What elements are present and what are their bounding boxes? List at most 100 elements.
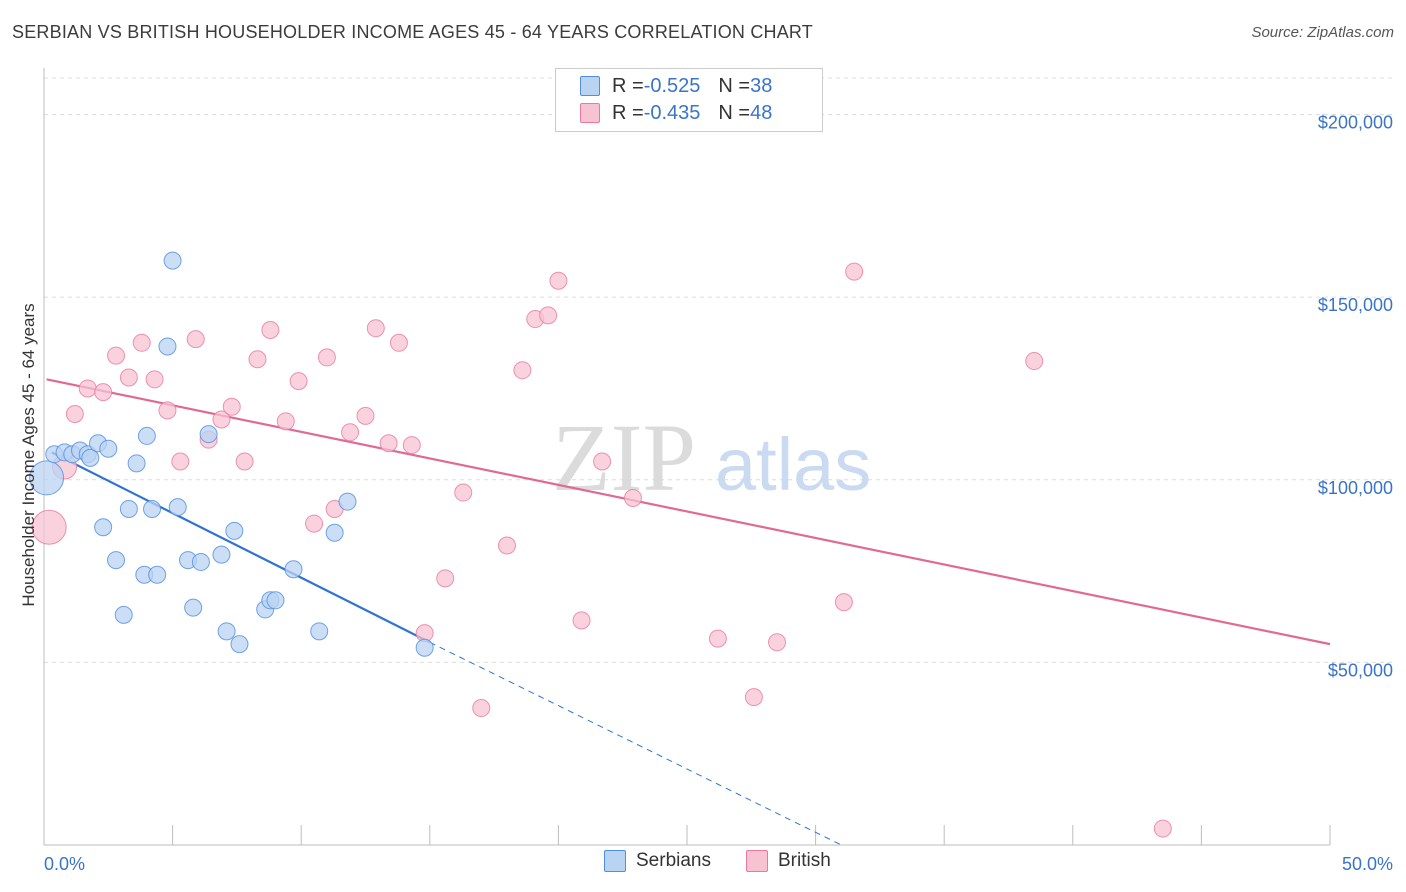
legend-r-label: R = [612,101,644,124]
legend-n-value: 48 [750,101,773,124]
legend-label-british: British [778,850,831,871]
point-british [78,379,97,398]
point-british [261,321,280,340]
point-serbians [415,638,434,657]
point-serbians [119,499,138,518]
legend-r-value: -0.525 [643,74,701,97]
point-serbians [310,622,329,641]
trend-extension-serbians [429,641,842,846]
point-british [289,372,308,391]
point-british [708,629,727,648]
point-british [145,370,164,389]
legend-r-value: -0.435 [643,101,701,124]
y-tick-labels: $50,000 $100,000 $150,000 $200,000 [1318,113,1393,681]
point-serbians [99,439,118,458]
point-british [119,368,138,387]
point-british [1025,352,1044,371]
chart-title: SERBIAN VS BRITISH HOUSEHOLDER INCOME AG… [12,22,813,42]
point-serbians [284,560,303,579]
point-british [248,350,267,369]
legend-label-serbians: Serbians [636,850,711,871]
point-serbians [114,605,133,624]
trend-line-british [46,378,1331,646]
point-british [834,593,853,612]
point-serbians [325,523,344,542]
point-british [31,509,67,545]
watermark-zip: ZIP [552,404,696,511]
legend-swatch-british [746,850,768,872]
point-british [186,330,205,349]
point-british [845,262,864,281]
series-serbians [29,251,434,657]
legend-swatch-serbians [580,76,600,96]
point-serbians [199,425,218,444]
trend-line-serbians [51,451,431,644]
point-british [593,452,612,471]
point-british [472,699,491,718]
watermark: ZIP atlas [552,404,871,511]
point-british [341,423,360,442]
point-british [572,611,591,630]
point-british [356,406,375,425]
point-british [366,319,385,338]
legend-swatch-serbians [604,850,626,872]
point-serbians [163,251,182,270]
point-serbians [127,454,146,473]
point-british [222,397,241,416]
legend-row-british: R = -0.435 N = 48 [580,100,772,126]
point-serbians [148,565,167,584]
series-british [31,262,1172,838]
point-serbians [212,545,231,564]
point-british [158,401,177,420]
data-points [29,251,1172,838]
point-british [402,436,421,455]
point-british [549,271,568,290]
point-serbians [137,426,156,445]
x-tick-min: 0.0% [44,854,85,874]
point-british [107,346,126,365]
legend-item-british[interactable]: British [746,850,831,872]
legend-item-serbians[interactable]: Serbians [604,850,711,872]
watermark-atlas: atlas [715,423,871,506]
point-serbians [191,552,210,571]
point-british [305,514,324,533]
gridlines [44,77,1395,663]
point-british [623,489,642,508]
point-serbians [81,448,100,467]
legend-row-serbians: R = -0.525 N = 38 [580,73,772,99]
point-british [212,410,231,429]
source-credit: Source: ZipAtlas.com [1251,24,1394,41]
stats-legend: R = -0.525 N = 38 R = -0.435 N = 48 [555,68,823,132]
axes [43,68,1331,846]
point-british [379,434,398,453]
y-tick-label: $150,000 [1318,295,1393,315]
point-british [1153,819,1172,838]
legend-n-label: N = [718,101,751,124]
point-british [497,536,516,555]
point-british [436,569,455,588]
x-tick-max: 50.0% [1342,854,1393,874]
point-serbians [338,492,357,511]
point-british [389,333,408,352]
point-british [317,348,336,367]
point-british [744,688,763,707]
point-serbians [158,337,177,356]
point-british [513,361,532,380]
point-serbians [94,518,113,537]
point-british [235,452,254,471]
legend-n-value: 38 [750,74,773,97]
y-tick-label: $50,000 [1328,660,1393,680]
legend-swatch-british [580,103,600,123]
y-tick-label: $200,000 [1318,113,1393,133]
point-british [768,633,787,652]
point-serbians [168,498,187,517]
point-serbians [230,635,249,654]
trend-lines [46,378,1331,846]
point-serbians [217,622,236,641]
legend-n-label: N = [718,74,751,97]
y-axis-label: Householder Income Ages 45 - 64 years [19,303,38,606]
point-british [539,306,558,325]
point-british [171,452,190,471]
y-tick-label: $100,000 [1318,478,1393,498]
